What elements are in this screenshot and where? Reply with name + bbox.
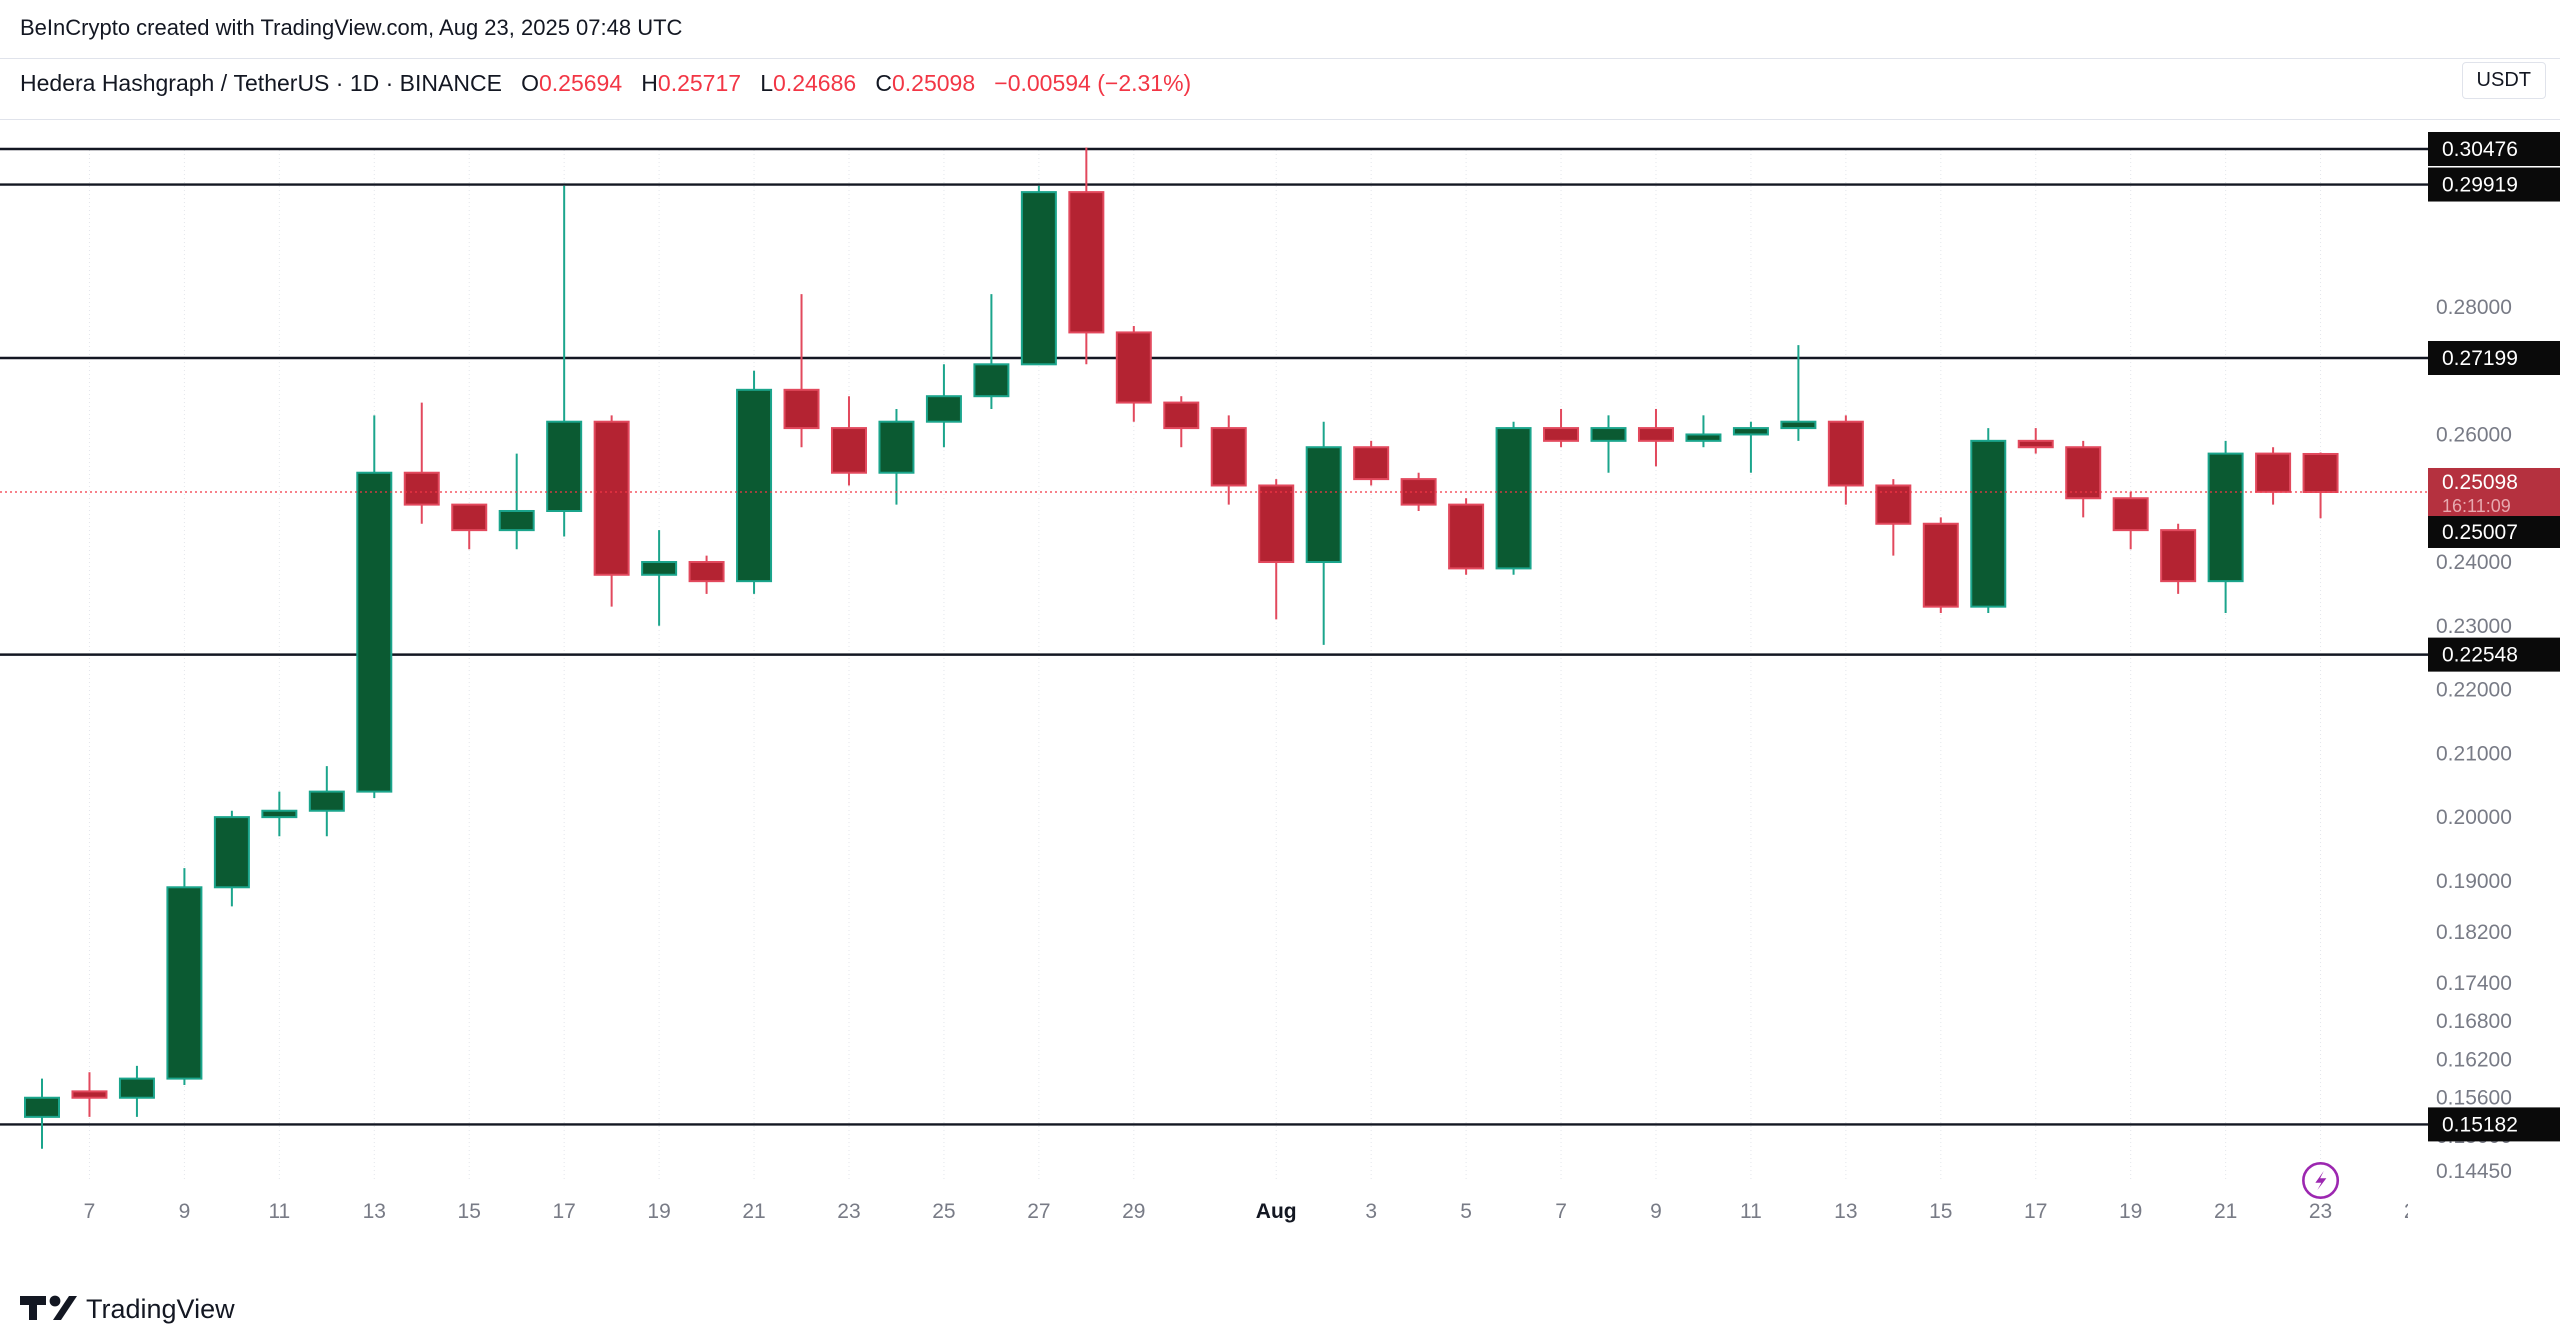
svg-text:0.25098: 0.25098	[2442, 471, 2518, 494]
svg-text:11: 11	[1740, 1200, 1762, 1223]
svg-text:25: 25	[2404, 1200, 2427, 1223]
svg-text:23: 23	[837, 1200, 860, 1223]
svg-text:16:11:09: 16:11:09	[2442, 496, 2511, 516]
svg-text:0.29919: 0.29919	[2442, 174, 2518, 197]
svg-text:0.14450: 0.14450	[2436, 1160, 2512, 1183]
svg-text:0.21000: 0.21000	[2436, 742, 2512, 765]
svg-text:29: 29	[1122, 1200, 1145, 1223]
svg-text:5: 5	[1460, 1200, 1472, 1223]
svg-text:21: 21	[2214, 1200, 2237, 1223]
svg-text:9: 9	[179, 1200, 191, 1223]
svg-text:13: 13	[363, 1200, 386, 1223]
svg-text:0.26000: 0.26000	[2436, 423, 2512, 446]
svg-text:0.18200: 0.18200	[2436, 921, 2512, 944]
svg-text:0.28000: 0.28000	[2436, 296, 2512, 319]
svg-text:TradingView: TradingView	[86, 1294, 235, 1324]
svg-text:0.20000: 0.20000	[2436, 806, 2512, 829]
svg-text:3: 3	[1365, 1200, 1377, 1223]
svg-text:11: 11	[268, 1200, 290, 1223]
svg-text:0.17400: 0.17400	[2436, 972, 2512, 995]
svg-text:27: 27	[1027, 1200, 1050, 1223]
svg-text:0.15600: 0.15600	[2436, 1087, 2512, 1110]
svg-text:7: 7	[1555, 1200, 1567, 1223]
svg-text:17: 17	[2024, 1200, 2047, 1223]
svg-text:17: 17	[552, 1200, 575, 1223]
svg-text:15: 15	[1929, 1200, 1952, 1223]
svg-text:0.16800: 0.16800	[2436, 1010, 2512, 1033]
svg-text:21: 21	[742, 1200, 765, 1223]
svg-text:0.30476: 0.30476	[2442, 138, 2518, 161]
svg-text:23: 23	[2309, 1200, 2332, 1223]
svg-text:13: 13	[1834, 1200, 1857, 1223]
svg-text:Aug: Aug	[1256, 1200, 1297, 1223]
svg-text:19: 19	[2119, 1200, 2142, 1223]
svg-text:0.22000: 0.22000	[2436, 679, 2512, 702]
svg-text:0.24000: 0.24000	[2436, 551, 2512, 574]
svg-text:0.15182: 0.15182	[2442, 1113, 2518, 1136]
svg-text:15: 15	[458, 1200, 481, 1223]
svg-text:0.22548: 0.22548	[2442, 644, 2518, 667]
svg-text:0.19000: 0.19000	[2436, 870, 2512, 893]
svg-text:0.16200: 0.16200	[2436, 1048, 2512, 1071]
svg-text:19: 19	[647, 1200, 670, 1223]
svg-text:0.25007: 0.25007	[2442, 521, 2518, 544]
svg-text:0.23000: 0.23000	[2436, 615, 2512, 638]
svg-text:25: 25	[932, 1200, 955, 1223]
svg-text:7: 7	[84, 1200, 96, 1223]
svg-text:9: 9	[1650, 1200, 1662, 1223]
svg-text:0.27199: 0.27199	[2442, 347, 2518, 370]
